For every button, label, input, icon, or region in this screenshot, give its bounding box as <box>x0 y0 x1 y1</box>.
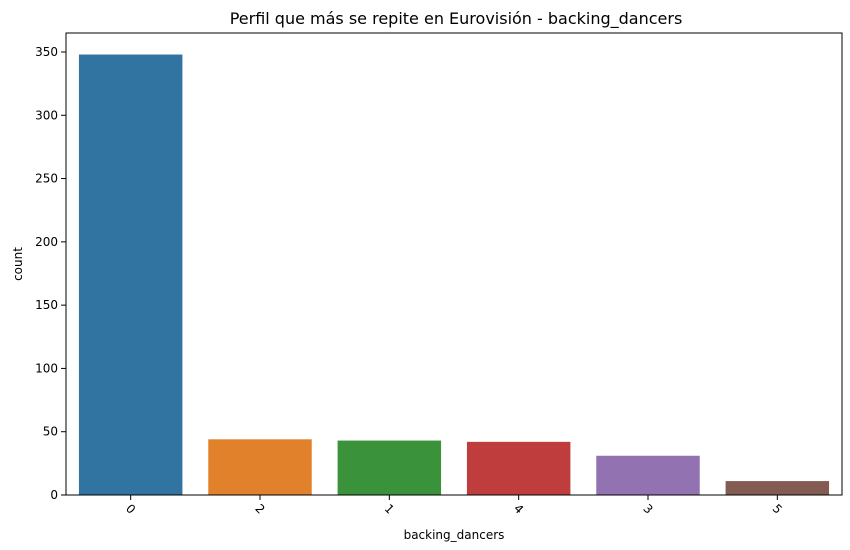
y-axis-ticks: 0 50 100 150 200 250 300 350 <box>35 45 66 502</box>
x-tick-label: 0 <box>123 501 138 516</box>
y-tick-label: 0 <box>50 488 58 502</box>
x-tick-label: 4 <box>511 501 526 516</box>
y-tick-label: 350 <box>35 45 58 59</box>
bar-1 <box>337 440 442 495</box>
x-tick-label: 2 <box>252 501 267 516</box>
bar-0 <box>78 54 183 495</box>
x-axis-ticks: 0 2 1 4 3 5 <box>123 495 785 517</box>
chart-title: Perfil que más se repite en Eurovisión -… <box>230 9 683 29</box>
plot-area-frame <box>65 32 843 496</box>
bar-4 <box>466 441 571 495</box>
y-tick-label: 50 <box>43 425 58 439</box>
x-tick-label: 1 <box>382 501 397 516</box>
y-tick-label: 100 <box>35 361 58 375</box>
x-tick-label: 3 <box>640 501 655 516</box>
bar-5 <box>725 481 830 495</box>
bar-3 <box>596 455 700 495</box>
x-tick-label: 5 <box>770 501 785 516</box>
y-tick-label: 150 <box>35 298 58 312</box>
y-tick-label: 200 <box>35 235 58 249</box>
bars <box>78 54 830 495</box>
y-axis-label: count <box>11 247 25 281</box>
y-tick-label: 250 <box>35 172 58 186</box>
bar-2 <box>208 439 312 495</box>
x-axis-label: backing_dancers <box>404 528 505 542</box>
y-tick-label: 300 <box>35 108 58 122</box>
